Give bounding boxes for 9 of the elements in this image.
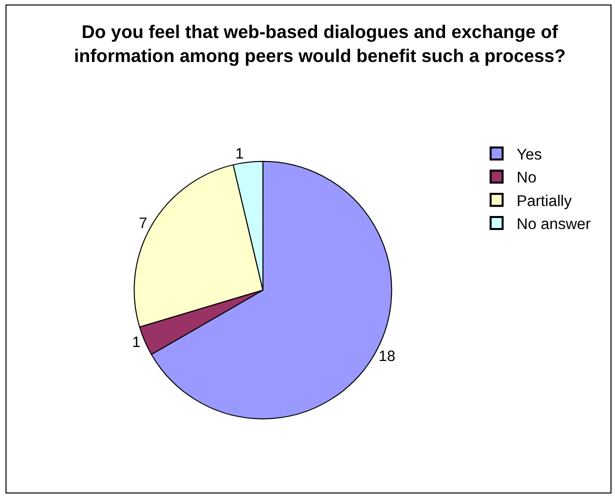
data-label: 7 xyxy=(138,215,148,232)
legend-label: Yes xyxy=(516,146,542,164)
data-label: 18 xyxy=(378,348,396,366)
legend-label: No answer xyxy=(516,216,591,234)
chart-title: Do you feel that web-based dialogues and exchange of information among peers would benefit such a process? xyxy=(74,21,566,66)
data-label: 1 xyxy=(235,145,244,162)
legend-label: No xyxy=(516,170,536,187)
data-label: 1 xyxy=(132,334,140,351)
legend-label: Partially xyxy=(516,192,572,210)
